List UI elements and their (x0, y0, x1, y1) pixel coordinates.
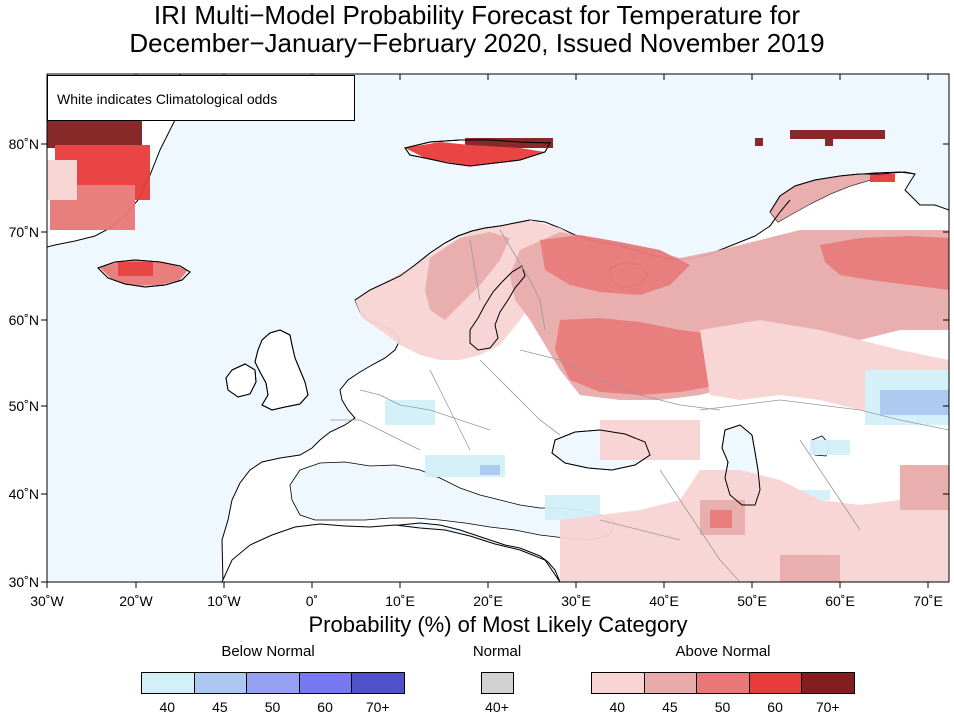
shade-svalbard-70plus (465, 138, 553, 148)
shade-greenland-70plus (47, 120, 142, 148)
lat-tick-label: 40˚N (9, 486, 39, 502)
legend-swatch-label: 40 (159, 699, 176, 715)
legend-swatch-above-normal (696, 672, 750, 694)
legend-below-normal-label: Below Normal (221, 643, 315, 660)
legend-swatch-label: 70+ (815, 699, 840, 715)
shade-novaya-zemlya (770, 174, 880, 222)
shade-franz-josef-70plus-2 (755, 138, 763, 146)
shade-russia-north-50 (540, 235, 690, 295)
shade-iceland-60 (118, 262, 153, 276)
legend-swatch-label: 50 (264, 699, 281, 715)
shade-greenland-40 (47, 160, 77, 200)
lon-tick-label: 50˚E (737, 593, 767, 609)
lon-tick-label: 20˚W (119, 593, 153, 609)
probability-shading (47, 120, 949, 582)
shade-middle-east-50 (710, 510, 732, 528)
climatology-note: White indicates Climatological odds (47, 75, 355, 121)
lat-tick-label: 30˚N (9, 574, 39, 590)
legend-swatch-label: 40+ (485, 699, 509, 715)
lon-tick-label: 70˚E (913, 593, 943, 609)
lon-tick-label: 10˚E (385, 593, 415, 609)
lon-tick-label: 40˚E (649, 593, 679, 609)
shade-franz-josef-70plus (790, 130, 885, 139)
coastlines (97, 139, 916, 506)
axis-ticks (41, 74, 949, 588)
shade-balkans-below-45 (480, 465, 500, 475)
shade-central-europe-below-40 (385, 400, 435, 425)
legend-swatch-label: 60 (767, 699, 783, 715)
legend-swatch-label: 45 (662, 699, 678, 715)
legend-swatch-above-normal (748, 672, 803, 694)
legend-swatch-label: 70+ (365, 699, 390, 715)
legend-swatch-below-normal (298, 672, 353, 694)
lon-tick-label: 10˚W (207, 593, 241, 609)
shade-iran-45 (900, 465, 949, 510)
shade-nz-60 (870, 174, 895, 182)
lat-tick-label: 70˚N (9, 224, 39, 240)
shade-middle-east-45b (780, 555, 840, 582)
shade-asia-below-45 (880, 390, 949, 415)
legend-swatch-above-normal (643, 672, 698, 694)
legend-swatch-label: 45 (212, 699, 228, 715)
country-borders (330, 229, 949, 582)
legend-swatch-label: 50 (714, 699, 731, 715)
legend-swatch-above-normal (591, 672, 645, 694)
legend-swatch-below-normal (246, 672, 300, 694)
lat-tick-label: 80˚N (9, 136, 39, 152)
legend-swatch-normal (481, 672, 514, 694)
shade-caucasus-below-40 (810, 440, 850, 455)
shade-svalbard-60 (405, 142, 545, 166)
legend-swatch-below-normal (351, 672, 405, 694)
lat-tick-label: 60˚N (9, 312, 39, 328)
north-africa (221, 523, 561, 582)
lon-tick-label: 30˚E (561, 593, 591, 609)
legend-above-normal-label: Above Normal (675, 643, 771, 660)
legend-normal-label: Normal (472, 643, 522, 660)
shade-scandinavia-45 (425, 232, 510, 320)
legend-swatch-label: 40 (609, 699, 626, 715)
lon-tick-label: 20˚E (473, 593, 503, 609)
legend-swatch-below-normal (141, 672, 195, 694)
lon-tick-label: 30˚W (30, 593, 64, 609)
shade-turkey-below-40 (545, 495, 600, 520)
shade-caucasus-40 (600, 420, 700, 460)
shade-middle-east-40 (560, 470, 949, 582)
legend-swatch-label: 60 (317, 699, 333, 715)
lat-tick-label: 50˚N (9, 398, 39, 414)
axis-tick-labels: 80˚N 70˚N 60˚N 50˚N 40˚N 30˚N 30˚W 20˚W 10˚W 0˚ 10… (9, 136, 943, 609)
legend-title: Probability (%) of Most Likely Category (308, 612, 688, 637)
shade-franz-josef-70plus-3 (825, 138, 833, 146)
legend-swatch-below-normal (193, 672, 248, 694)
chart-title-line-2: December−January−February 2020, Issued N… (129, 28, 825, 58)
shade-siberia-50 (820, 236, 949, 290)
lon-tick-label: 0˚ (306, 593, 318, 609)
chart-title-line-1: IRI Multi−Model Probability Forecast for… (153, 0, 801, 30)
lon-tick-label: 60˚E (825, 593, 855, 609)
map-frame (46, 73, 950, 583)
legend-swatch-above-normal (801, 672, 855, 694)
